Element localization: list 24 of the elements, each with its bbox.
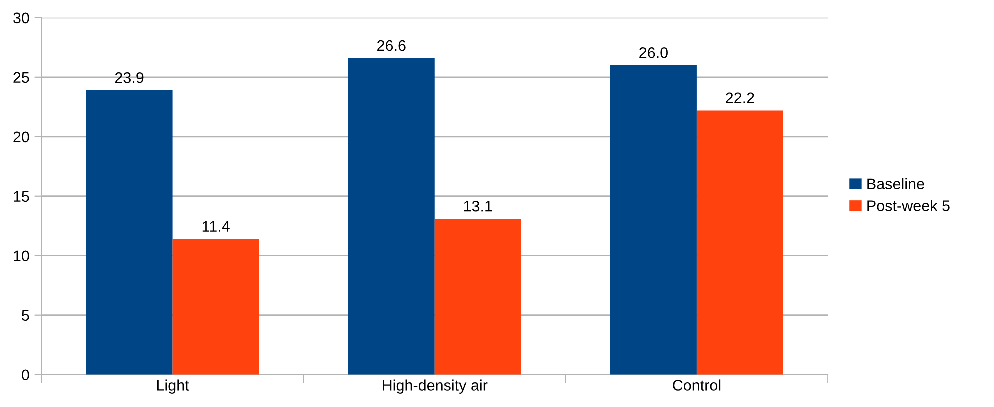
y-tick-label: 25 xyxy=(14,72,30,84)
x-tick-label: High-density air xyxy=(383,380,488,394)
bar xyxy=(86,90,173,375)
y-tick-label: 15 xyxy=(14,191,30,202)
y-tick-label: 20 xyxy=(14,132,30,143)
data-label: 26.6 xyxy=(378,40,406,52)
data-label: 11.4 xyxy=(202,221,230,232)
x-tick-label: Control xyxy=(673,380,721,391)
y-tick-label: 10 xyxy=(14,250,30,262)
y-tick-label: 5 xyxy=(22,310,30,322)
data-label: 26.0 xyxy=(640,47,668,58)
bar xyxy=(696,110,784,375)
legend-label: Baseline xyxy=(868,178,924,190)
bar xyxy=(434,218,522,375)
legend-label: Post-week 5 xyxy=(868,200,950,212)
data-label: 13.1 xyxy=(464,200,492,212)
bar xyxy=(348,58,435,375)
x-tick-label: Light xyxy=(157,380,190,394)
bar xyxy=(172,239,260,375)
y-tick-label: 30 xyxy=(14,12,30,24)
data-label: 22.2 xyxy=(726,92,754,104)
y-tick-label: 0 xyxy=(22,370,30,381)
data-label: 23.9 xyxy=(115,72,144,84)
bar xyxy=(610,66,697,375)
